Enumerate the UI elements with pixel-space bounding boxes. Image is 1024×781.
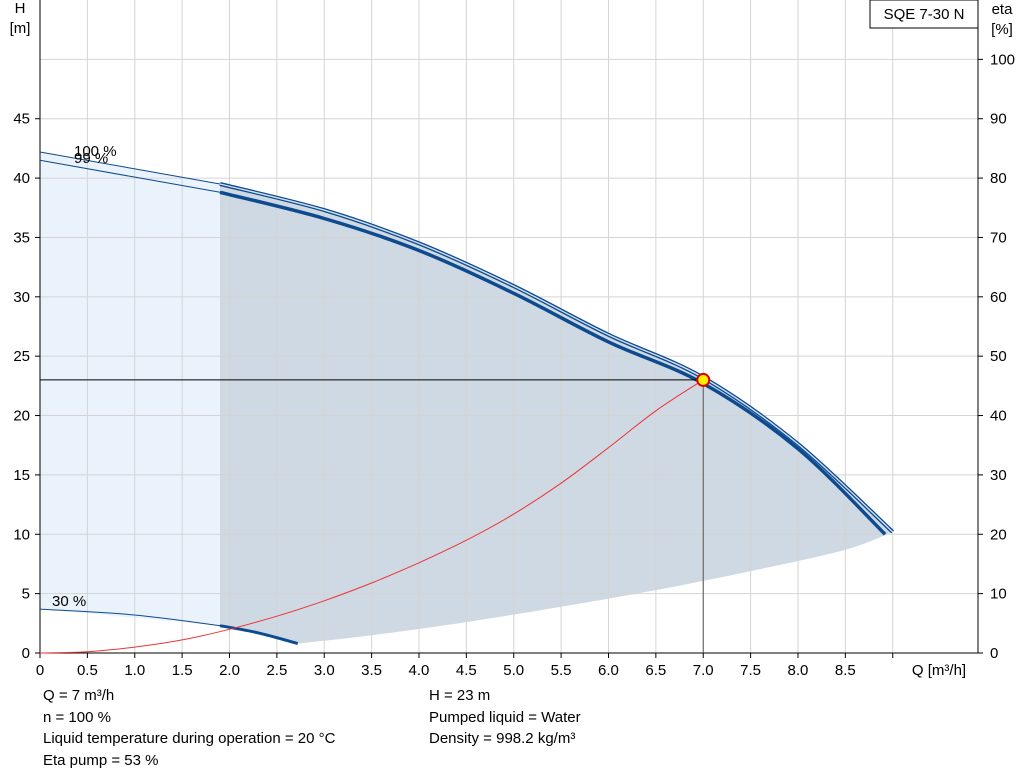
curve-100-highlight xyxy=(219,183,894,533)
y-left-tick-label: 25 xyxy=(13,348,30,365)
curve-100-label: 100 % xyxy=(74,143,117,160)
curve-99-thin xyxy=(39,159,221,193)
x-tick-label: 5.5 xyxy=(551,662,572,679)
liquid-temperature-readout: Liquid temperature during operation = 20… xyxy=(43,730,336,747)
y-right-tick-label: 80 xyxy=(990,170,1007,187)
chart-title: SQE 7-30 N xyxy=(884,6,965,23)
y-left-tick-label: 20 xyxy=(13,408,30,425)
low-flow-area xyxy=(40,151,221,626)
y-right-tick-label: 20 xyxy=(990,526,1007,543)
y-right-tick-label: 10 xyxy=(990,586,1007,603)
x-tick-label: 6.0 xyxy=(598,662,619,679)
x-tick-label: 7.5 xyxy=(740,662,761,679)
x-tick-label: 4.0 xyxy=(409,662,430,679)
head-readout: H = 23 m xyxy=(429,687,491,704)
y-right-tick-label: 50 xyxy=(990,348,1007,365)
x-axis-label: Q [m³/h] xyxy=(912,662,966,679)
eta-pump-readout: Eta pump = 53 % xyxy=(43,752,159,769)
x-tick-label: 1.5 xyxy=(172,662,193,679)
pumped-liquid-readout: Pumped liquid = Water xyxy=(429,709,581,726)
curve-99 xyxy=(219,190,887,536)
x-tick-label: 7.0 xyxy=(693,662,714,679)
y-left-tick-label: 40 xyxy=(13,170,30,187)
x-tick-label: 0.5 xyxy=(77,662,98,679)
speed-readout: n = 100 % xyxy=(43,709,111,726)
operating-range-area xyxy=(220,184,893,644)
y-left-tick-label: 15 xyxy=(13,467,30,484)
title-box xyxy=(869,0,979,29)
x-tick-label: 8.0 xyxy=(788,662,809,679)
flow-readout: Q = 7 m³/h xyxy=(43,687,115,704)
y-right-tick-label: 70 xyxy=(990,229,1007,246)
y-right-tick-label: 60 xyxy=(990,289,1007,306)
system-curve xyxy=(39,379,704,654)
density-readout: Density = 998.2 kg/m³ xyxy=(429,730,576,747)
y-right-axis-label: eta xyxy=(992,1,1014,18)
curve-100-thin xyxy=(39,151,221,185)
curve-30-thin xyxy=(39,608,221,627)
y-left-tick-label: 30 xyxy=(13,289,30,306)
y-left-tick-label: 5 xyxy=(22,586,30,603)
x-tick-label: 2.0 xyxy=(219,662,240,679)
y-right-tick-label: 90 xyxy=(990,111,1007,128)
x-tick-label: 6.5 xyxy=(645,662,666,679)
x-tick-label: 1.0 xyxy=(124,662,145,679)
y-left-tick-label: 45 xyxy=(13,111,30,128)
y-right-tick-label: 0 xyxy=(990,645,998,662)
y-right-tick-label: 30 xyxy=(990,467,1007,484)
curve-30 xyxy=(219,624,299,645)
y-left-tick-label: 35 xyxy=(13,229,30,246)
x-tick-label: 2.5 xyxy=(266,662,287,679)
y-left-axis-unit: [m] xyxy=(10,20,31,37)
curve-99-label: 99 % xyxy=(74,150,108,167)
pump-curve-chart: 0 0.5 1.0 1.5 2.0 2.5 3.0 3.5 4.0 4.5 5.0 5.5 6.0 6.5… xyxy=(9,0,1016,679)
y-right-tick-label: 40 xyxy=(990,408,1007,425)
x-tick-label: 4.5 xyxy=(456,662,477,679)
y-right-axis-unit: [%] xyxy=(991,21,1013,38)
curve-30-label: 30 % xyxy=(52,593,86,610)
x-tick-label: 8.5 xyxy=(835,662,856,679)
duty-point-marker xyxy=(696,372,711,387)
x-tick-label: 5.0 xyxy=(503,662,524,679)
y-right-tick-label: 100 xyxy=(990,51,1015,68)
y-left-axis-label: H xyxy=(15,0,26,17)
x-tick-label: 3.0 xyxy=(314,662,335,679)
y-left-tick-label: 0 xyxy=(22,645,30,662)
x-tick-label: 0 xyxy=(36,662,44,679)
x-tick-label: 3.5 xyxy=(361,662,382,679)
y-left-tick-label: 10 xyxy=(13,526,30,543)
